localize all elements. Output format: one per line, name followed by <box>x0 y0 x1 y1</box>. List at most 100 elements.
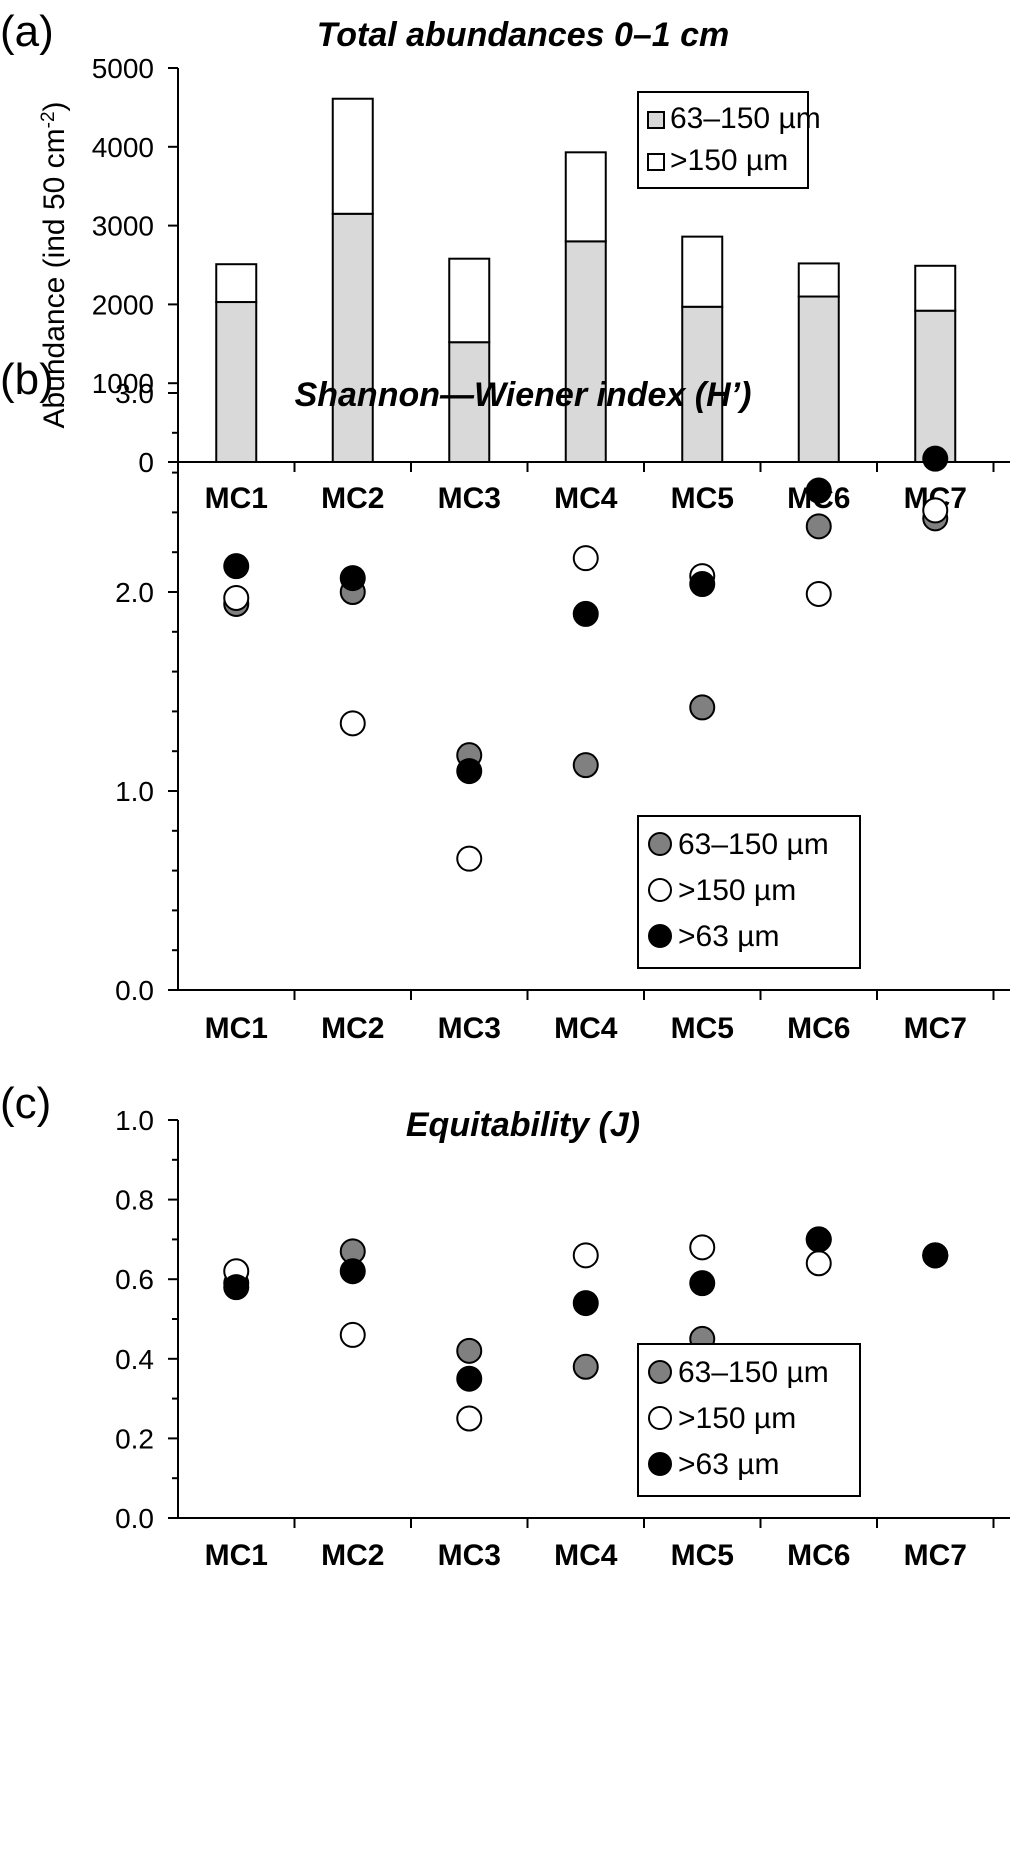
scatter-point <box>572 1242 599 1269</box>
bar-segment <box>797 262 840 298</box>
bar-segment <box>215 301 258 464</box>
scatter-point <box>339 1321 366 1348</box>
scatter-point <box>223 584 250 611</box>
legend-label: 63–150 µm <box>670 102 821 135</box>
legend-label: 63–150 µm <box>678 828 829 861</box>
scatter-point <box>689 571 716 598</box>
scatter-point <box>805 580 832 607</box>
legend-marker <box>648 924 672 948</box>
y-tick-label: 1.0 <box>115 776 154 807</box>
scatter-point <box>339 710 366 737</box>
scatter-point <box>922 1242 949 1269</box>
scatter-point <box>922 497 949 524</box>
scatter-point <box>572 545 599 572</box>
bar-segment <box>681 235 724 308</box>
bar-segment <box>448 341 491 463</box>
legend-label: 63–150 µm <box>678 1356 829 1389</box>
legend-marker <box>648 1406 672 1430</box>
x-tick-label: MC5 <box>671 1012 734 1045</box>
scatter-point <box>689 1270 716 1297</box>
scatter-point <box>805 1226 832 1253</box>
bar-segment <box>331 97 374 215</box>
x-tick-label: MC2 <box>321 1539 384 1572</box>
y-axis-label-sup: -2 <box>38 111 59 128</box>
scatter-point <box>572 752 599 779</box>
y-tick-label: 0.4 <box>115 1344 154 1375</box>
y-axis-label-end: ) <box>38 101 71 111</box>
scatter-point <box>689 1234 716 1261</box>
scatter-point <box>456 1405 483 1432</box>
x-tick-label: MC4 <box>554 1539 618 1572</box>
x-tick-label: MC7 <box>904 1012 967 1045</box>
x-tick-label: MC1 <box>205 1539 268 1572</box>
scatter-point <box>223 1274 250 1301</box>
x-tick-label: MC5 <box>671 482 734 515</box>
scatter-point <box>339 565 366 592</box>
x-tick-label: MC1 <box>205 482 268 515</box>
x-tick-label: MC4 <box>554 482 618 515</box>
bar-segment <box>215 263 258 304</box>
bar-segment <box>564 240 607 463</box>
x-tick-label: MC4 <box>554 1012 618 1045</box>
scatter-point <box>572 1290 599 1317</box>
x-tick-label: MC6 <box>787 1539 850 1572</box>
legend-marker <box>648 1360 672 1384</box>
legend-marker <box>648 832 672 856</box>
x-tick-label: MC2 <box>321 482 384 515</box>
y-tick-label: 0.0 <box>115 975 154 1006</box>
scatter-point <box>805 477 832 504</box>
y-axis-label-main: Abundance (ind 50 cm <box>38 128 71 428</box>
legend-label: >63 µm <box>678 1448 780 1481</box>
bar-segment <box>914 309 957 464</box>
bar-segment <box>564 151 607 243</box>
y-tick-label: 3000 <box>92 211 154 242</box>
y-tick-label: 0 <box>138 447 154 478</box>
x-tick-label: MC2 <box>321 1012 384 1045</box>
x-tick-label: MC7 <box>904 1539 967 1572</box>
y-tick-label: 5000 <box>92 53 154 84</box>
y-tick-label: 0.8 <box>115 1185 154 1216</box>
scatter-point <box>805 1250 832 1277</box>
y-tick-label: 2.0 <box>115 577 154 608</box>
x-tick-label: MC3 <box>438 482 501 515</box>
y-tick-label: 0.2 <box>115 1423 154 1454</box>
y-tick-label: 2000 <box>92 289 154 320</box>
x-tick-label: MC1 <box>205 1012 268 1045</box>
scatter-point <box>572 1353 599 1380</box>
x-tick-label: MC6 <box>787 1012 850 1045</box>
bar-segment <box>797 295 840 463</box>
y-tick-label: 4000 <box>92 132 154 163</box>
scatter-point <box>805 513 832 540</box>
legend-label: >150 µm <box>678 874 796 907</box>
legend-marker <box>648 878 672 902</box>
bar-segment <box>448 257 491 344</box>
scatter-point <box>339 1258 366 1285</box>
legend-label: >63 µm <box>678 920 780 953</box>
scatter-point <box>456 758 483 785</box>
panel-title: Shannon—Wiener index (H’) <box>295 376 752 414</box>
legend-marker <box>648 1452 672 1476</box>
x-tick-label: MC3 <box>438 1012 501 1045</box>
scatter-point <box>456 845 483 872</box>
y-tick-label: 1000 <box>92 368 154 399</box>
legend-swatch <box>647 111 665 129</box>
panel-title: Total abundances 0–1 cm <box>317 16 730 54</box>
legend-box <box>637 1343 861 1497</box>
legend-box <box>637 91 809 189</box>
panel-letter: (a) <box>0 7 54 56</box>
legend-label: >150 µm <box>670 144 788 177</box>
legend-swatch <box>647 153 665 171</box>
y-tick-label: 3.0 <box>115 378 154 409</box>
x-tick-label: MC5 <box>671 1539 734 1572</box>
legend-label: >150 µm <box>678 1402 796 1435</box>
y-tick-label: 1.0 <box>115 1105 154 1136</box>
bar-segment <box>914 264 957 312</box>
scatter-point <box>223 553 250 580</box>
x-tick-label: MC3 <box>438 1539 501 1572</box>
bar-segment <box>681 305 724 463</box>
scatter-point <box>572 600 599 627</box>
panel-title: Equitability (J) <box>406 1106 640 1144</box>
legend-box <box>637 815 861 969</box>
scatter-point <box>456 1337 483 1364</box>
